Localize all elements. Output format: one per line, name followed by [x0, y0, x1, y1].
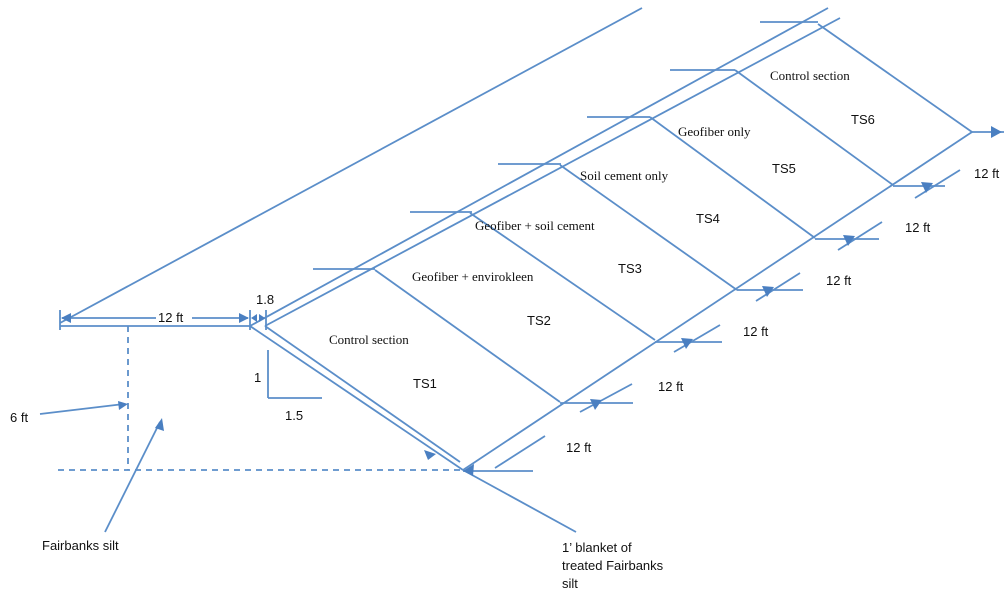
blanket-thickness-label: 1.8	[256, 292, 274, 307]
section-divider-4	[649, 116, 816, 239]
toe-line	[462, 131, 973, 471]
section-id-ts4: TS4	[696, 211, 720, 226]
height-leader	[39, 403, 125, 415]
section-divider-3	[559, 164, 738, 291]
section-width-label-1: 12 ft	[566, 440, 592, 455]
section-name-ts4: Soil cement only	[580, 168, 669, 183]
height-leader-arrow	[118, 401, 128, 410]
section-width-label-3: 12 ft	[743, 324, 769, 339]
section-id-ts3: TS3	[618, 261, 642, 276]
top-width-label: 12 ft	[158, 310, 184, 325]
section-width-label-6: 12 ft	[974, 166, 1000, 181]
arrowhead-5	[921, 182, 933, 193]
height-label: 6 ft	[10, 410, 28, 425]
section-id-ts2: TS2	[527, 313, 551, 328]
blanket-leader-arrow	[424, 450, 436, 460]
section-name-ts1: Control section	[329, 332, 409, 347]
section-name-ts5: Geofiber only	[678, 124, 751, 139]
section-id-ts5: TS5	[772, 161, 796, 176]
section-divider-5	[734, 69, 894, 186]
silt-leader-arrow	[155, 418, 164, 431]
section-width-label-4: 12 ft	[826, 273, 852, 288]
section-width-dim-6	[914, 169, 961, 199]
arrowhead-2	[681, 338, 693, 349]
slope-horizontal-label: 1.5	[285, 408, 303, 423]
blanket-callout-line2: treated Fairbanks	[562, 558, 664, 573]
section-width-dim-2	[579, 383, 633, 413]
crest-edge-outer	[249, 7, 829, 327]
silt-leader	[104, 421, 161, 533]
blanket-arrow-left	[251, 314, 257, 322]
section-name-ts6: Control section	[770, 68, 850, 83]
section-width-label-5: 12 ft	[905, 220, 931, 235]
top-width-arrow-right	[239, 313, 249, 323]
section-name-ts3: Geofiber + soil cement	[475, 218, 595, 233]
section-divider-1	[374, 269, 561, 403]
slope-face-inner	[264, 325, 461, 463]
arrowhead-6	[991, 126, 1002, 138]
embankment-crest-line	[59, 7, 643, 324]
section-id-ts1: TS1	[413, 376, 437, 391]
crest-edge-inner	[264, 17, 841, 327]
blanket-leader-line	[462, 469, 577, 533]
arrowhead-1	[590, 399, 602, 410]
section-width-dim-5	[837, 221, 883, 251]
arrowhead-0	[463, 464, 474, 476]
arrowhead-4	[843, 235, 855, 246]
blanket-arrow-right	[259, 314, 265, 322]
section-width-dim-1	[494, 435, 546, 469]
section-width-dim-4	[755, 272, 801, 302]
section-width-label-2: 12 ft	[658, 379, 684, 394]
fairbanks-silt-label: Fairbanks silt	[42, 538, 119, 553]
section-width-dim-3	[673, 324, 721, 353]
arrowhead-3	[762, 286, 774, 297]
blanket-callout-line1: 1’ blanket of	[562, 540, 632, 555]
slope-vertical-label: 1	[254, 370, 261, 385]
slope-face-outer	[249, 325, 464, 471]
section-name-ts2: Geofiber + envirokleen	[412, 269, 534, 284]
section-divider-6	[817, 23, 973, 133]
blanket-callout-line3: silt	[562, 576, 578, 591]
section-id-ts6: TS6	[851, 112, 875, 127]
top-width-arrow-left	[61, 313, 71, 323]
section-divider-2	[469, 212, 656, 341]
